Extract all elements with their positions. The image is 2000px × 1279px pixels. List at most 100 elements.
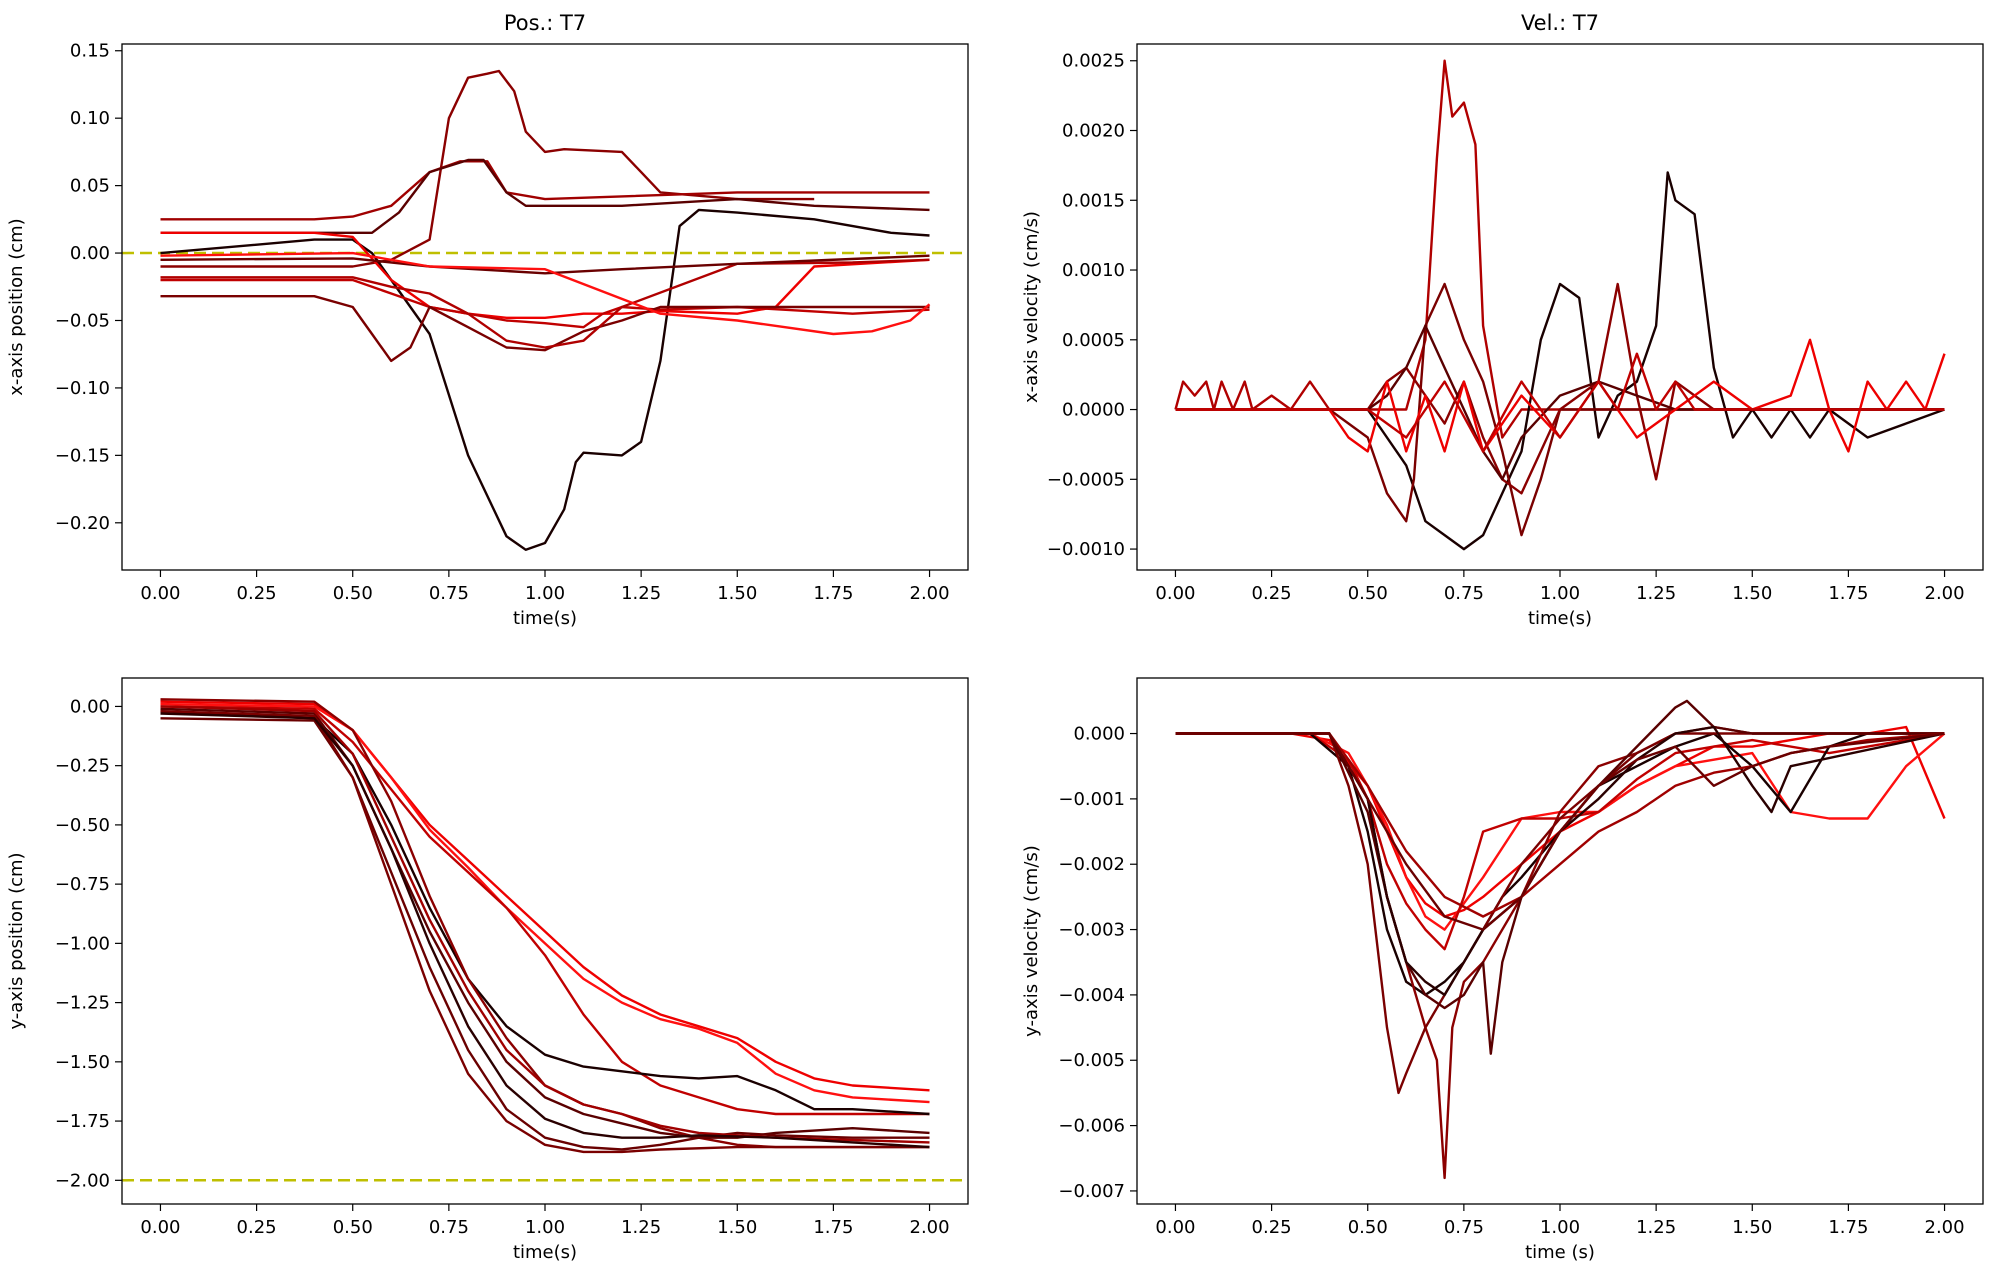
- x-tick-label: 0.50: [333, 1217, 373, 1238]
- series-line-2: [1175, 171, 1945, 551]
- series-line-3: [1175, 732, 1945, 951]
- series-line-4: [160, 208, 930, 551]
- series-line-2: [160, 702, 930, 1104]
- y-tick-label: −0.20: [55, 513, 110, 534]
- series-line-8: [1175, 725, 1945, 997]
- chart-title: Vel.: T7: [1521, 11, 1599, 35]
- y-tick-label: 0.05: [70, 176, 110, 197]
- series-line-7: [1175, 352, 1945, 453]
- series-line-10: [160, 251, 931, 336]
- y-tick-label: 0.0025: [1062, 51, 1125, 72]
- series-line-1: [1175, 725, 1946, 918]
- y-tick-label: −1.25: [55, 993, 110, 1014]
- x-tick-label: 1.50: [717, 1217, 757, 1238]
- y-axis-label: x-axis position (cm): [6, 218, 27, 395]
- y-tick-label: 0.00: [70, 696, 110, 717]
- y-tick-label: 0.000: [1073, 724, 1125, 745]
- series-line-3: [160, 158, 930, 235]
- x-tick-label: 1.50: [1732, 583, 1772, 604]
- y-tick-label: −0.10: [55, 378, 110, 399]
- series-group: [160, 698, 930, 1154]
- x-tick-label: 0.25: [237, 1217, 277, 1238]
- x-tick-label: 0.75: [429, 583, 469, 604]
- y-tick-label: −0.50: [55, 815, 110, 836]
- y-axis-label: y-axis velocity (cm/s): [1021, 845, 1042, 1037]
- y-tick-label: −0.007: [1058, 1181, 1125, 1202]
- y-tick-label: −0.005: [1058, 1050, 1125, 1071]
- y-tick-label: −0.75: [55, 874, 110, 895]
- series-line-6: [160, 278, 930, 329]
- x-tick-label: 0.25: [1252, 583, 1292, 604]
- plot-frame: [1136, 677, 1984, 1205]
- series-line-9: [1175, 732, 1945, 918]
- x-axis-label: time(s): [513, 608, 577, 629]
- y-tick-label: −0.0010: [1047, 539, 1125, 560]
- y-tick-label: −1.50: [55, 1052, 110, 1073]
- x-tick-label: 0.50: [1348, 583, 1388, 604]
- x-tick-label: 1.75: [1828, 1217, 1868, 1238]
- chart-panel-pos-x: 0.00 0.25 0.50 0.75 1.00 1.25 1.50 1.75 2.00 0.15…: [6, 11, 969, 629]
- series-line-4: [1175, 732, 1945, 997]
- x-tick-label: 0.75: [429, 1217, 469, 1238]
- series-line-4: [1175, 282, 1945, 495]
- x-tick-label: 1.75: [813, 1217, 853, 1238]
- y-tick-label: −0.003: [1058, 920, 1125, 941]
- x-tick-label: 1.75: [813, 583, 853, 604]
- series-line-1: [1174, 59, 1945, 439]
- y-tick-label: 0.0015: [1062, 190, 1125, 211]
- y-tick-label: 0.0000: [1062, 400, 1125, 421]
- x-tick-label: 2.00: [910, 1217, 950, 1238]
- y-tick-label: −1.00: [55, 933, 110, 954]
- x-tick-label: 1.25: [1636, 1217, 1676, 1238]
- x-tick-label: 1.25: [1636, 583, 1676, 604]
- y-tick-label: 0.00: [70, 243, 110, 264]
- x-tick-label: 1.25: [621, 1217, 661, 1238]
- x-tick-label: 1.25: [621, 583, 661, 604]
- y-axis-label: x-axis velocity (cm/s): [1021, 211, 1042, 403]
- series-line-6: [160, 707, 930, 1139]
- x-tick-label: 1.00: [1540, 1217, 1580, 1238]
- series-line-9: [160, 705, 930, 1144]
- y-tick-label: 0.0020: [1062, 121, 1125, 142]
- y-tick-label: −0.002: [1058, 854, 1125, 875]
- chart-title: Pos.: T7: [504, 11, 586, 35]
- y-tick-label: −2.00: [55, 1170, 110, 1191]
- y-tick-label: −0.001: [1058, 789, 1125, 810]
- x-tick-label: 0.25: [1252, 1217, 1292, 1238]
- y-tick-label: 0.0010: [1062, 260, 1125, 281]
- series-line-5: [160, 231, 930, 319]
- x-tick-label: 0.75: [1444, 583, 1484, 604]
- plot-frame: [1136, 43, 1984, 571]
- plot-frame: [121, 677, 969, 1205]
- series-line-4: [160, 710, 930, 1116]
- series-line-5: [1175, 725, 1945, 1180]
- series-line-7: [160, 295, 930, 363]
- x-tick-label: 0.25: [237, 583, 277, 604]
- series-line-2: [160, 160, 930, 221]
- x-tick-label: 1.00: [1540, 583, 1580, 604]
- series-line-8: [160, 710, 930, 1154]
- series-group: [1174, 59, 1946, 551]
- x-tick-label: 0.00: [140, 583, 180, 604]
- y-tick-label: −0.004: [1058, 985, 1125, 1006]
- y-tick-label: 0.10: [70, 108, 110, 129]
- y-tick-label: −1.75: [55, 1111, 110, 1132]
- x-tick-label: 0.00: [1155, 1217, 1195, 1238]
- series-group: [1175, 699, 1946, 1180]
- x-tick-label: 1.00: [525, 583, 565, 604]
- x-tick-label: 1.50: [717, 583, 757, 604]
- y-tick-label: −0.15: [55, 445, 110, 466]
- series-line-1: [160, 69, 815, 268]
- series-line-10: [160, 712, 930, 1149]
- series-line-7: [160, 717, 930, 1151]
- x-tick-label: 2.00: [1925, 583, 1965, 604]
- series-line-3: [1175, 282, 1945, 537]
- x-tick-label: 0.00: [140, 1217, 180, 1238]
- x-tick-label: 1.75: [1828, 583, 1868, 604]
- series-line-9: [160, 254, 930, 275]
- x-tick-label: 0.50: [1348, 1217, 1388, 1238]
- series-group: [160, 69, 931, 551]
- x-tick-label: 0.50: [333, 583, 373, 604]
- y-tick-label: −0.25: [55, 756, 110, 777]
